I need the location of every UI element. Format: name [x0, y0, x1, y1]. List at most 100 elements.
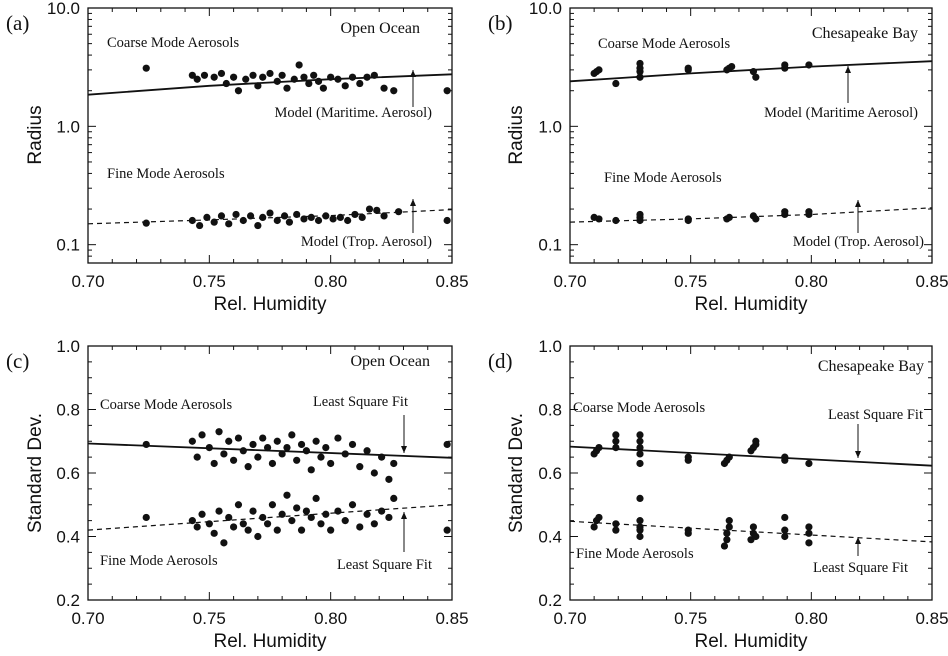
annotation-arrow-head — [855, 537, 861, 544]
data-point — [684, 64, 692, 72]
data-point — [636, 450, 644, 458]
x-axis-title: Rel. Humidity — [214, 631, 327, 652]
data-point — [317, 453, 325, 461]
data-point — [230, 523, 238, 531]
data-point — [307, 466, 315, 474]
coarse-mode-label: Coarse Mode Aerosols — [100, 397, 232, 413]
data-point — [249, 440, 257, 449]
coarse-mode-label: Coarse Mode Aerosols — [107, 35, 239, 51]
x-tick-label: 0.70 — [553, 609, 586, 628]
data-point — [781, 526, 789, 534]
data-point — [259, 73, 267, 81]
data-point — [234, 434, 243, 442]
data-point — [341, 517, 349, 525]
data-point — [636, 437, 644, 445]
data-point — [254, 221, 262, 230]
data-point — [225, 513, 233, 522]
coarse-fit-label: Model (Maritime. Aerosol) — [275, 105, 433, 121]
x-tick-label: 0.80 — [314, 272, 347, 291]
x-tick-label: 0.75 — [674, 272, 707, 291]
data-point — [390, 87, 398, 95]
data-point — [385, 475, 393, 483]
panel-label: (d) — [488, 349, 513, 373]
fit-line-dashed — [88, 209, 452, 225]
data-point — [636, 494, 644, 502]
data-point — [278, 510, 286, 518]
data-point — [222, 79, 230, 88]
data-point — [365, 205, 374, 213]
plot-area — [570, 431, 932, 550]
data-point — [268, 459, 277, 468]
y-tick-label: 0.4 — [538, 528, 562, 547]
data-point — [249, 71, 257, 79]
plot-area — [88, 428, 452, 547]
y-tick-label: 1.0 — [56, 337, 80, 356]
x-tick-label: 0.85 — [435, 609, 468, 628]
data-point — [334, 507, 342, 515]
data-point — [443, 440, 451, 449]
data-point — [230, 456, 238, 464]
data-point — [220, 539, 228, 547]
data-point — [358, 213, 366, 221]
data-point — [317, 520, 325, 528]
data-point — [720, 542, 729, 550]
data-point — [293, 504, 301, 512]
data-point — [322, 510, 330, 518]
data-point — [283, 444, 291, 452]
data-point — [217, 212, 226, 220]
data-point — [327, 526, 335, 534]
data-point — [636, 59, 644, 68]
data-point — [302, 447, 310, 455]
coarse-mode-label: Coarse Mode Aerosols — [573, 400, 705, 416]
data-point — [246, 212, 255, 220]
data-point — [300, 73, 308, 81]
fit-line-solid — [570, 445, 932, 467]
fit-line-solid — [88, 442, 452, 459]
data-point — [310, 71, 318, 79]
data-point — [341, 82, 349, 90]
data-point — [302, 507, 310, 515]
x-tick-label: 0.75 — [193, 272, 226, 291]
data-point — [723, 529, 731, 537]
data-point — [288, 517, 296, 525]
data-point — [288, 431, 296, 439]
fit-line-solid — [88, 73, 452, 96]
data-point — [805, 539, 813, 547]
data-point — [805, 208, 813, 216]
data-point — [203, 213, 211, 221]
data-point — [356, 463, 364, 471]
y-tick-label: 0.2 — [538, 591, 562, 610]
data-point — [612, 444, 620, 452]
panel-d: 0.70 0.75 0.80 0.85 0.2 0.4 0.6 0.8 1.0 Rel. Humi… — [488, 337, 948, 652]
data-point — [254, 532, 262, 541]
data-point — [636, 210, 644, 219]
data-point — [266, 209, 274, 217]
data-point — [636, 459, 644, 468]
panel-b: 0.70 0.75 0.80 0.85 0.1 1.0 10.0 Rel. Humidity R… — [488, 0, 948, 315]
data-point — [390, 459, 398, 468]
data-point — [312, 437, 320, 445]
data-point — [225, 437, 233, 445]
data-point — [188, 437, 196, 445]
data-point — [305, 79, 313, 88]
data-point — [210, 218, 218, 226]
data-point — [322, 444, 330, 452]
fine-mode-label: Fine Mode Aerosols — [107, 166, 225, 182]
data-point — [193, 453, 201, 461]
data-point — [612, 431, 620, 439]
coarse-fit-label: Model (Maritime Aerosol) — [764, 105, 918, 121]
annotation-arrow-head — [845, 66, 851, 73]
fit-line-dashed — [570, 207, 932, 223]
data-point — [210, 459, 218, 468]
data-point — [188, 216, 196, 225]
annotation-arrow-head — [401, 446, 407, 453]
data-point — [198, 431, 206, 439]
data-point — [370, 520, 378, 528]
y-tick-label: 10.0 — [529, 0, 562, 18]
data-point — [198, 510, 206, 518]
data-point — [595, 66, 603, 74]
data-point — [254, 453, 262, 461]
data-point — [380, 84, 388, 92]
data-point — [220, 450, 228, 458]
data-point — [297, 526, 306, 534]
